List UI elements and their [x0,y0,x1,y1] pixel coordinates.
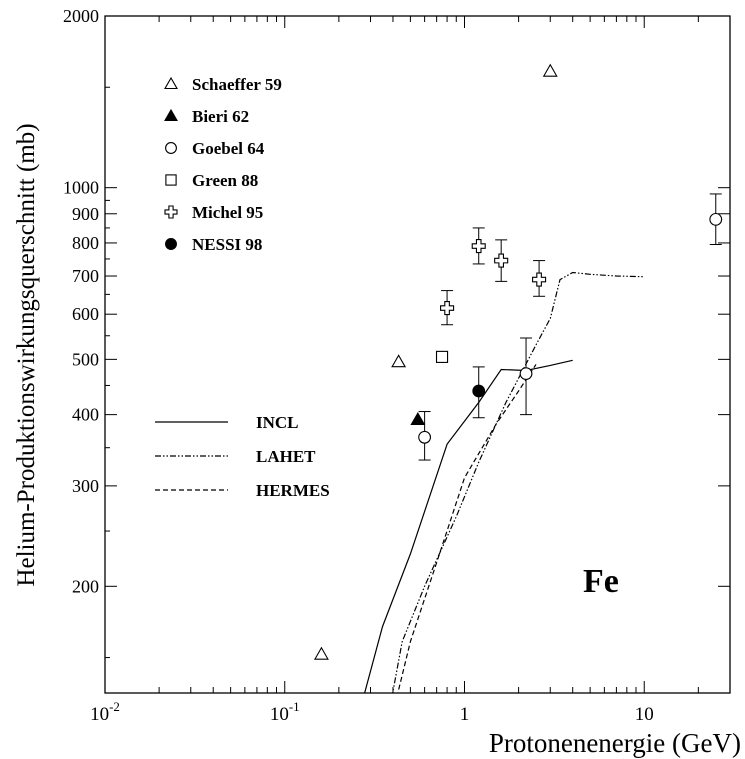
legend-label: Schaeffer 59 [192,75,282,94]
legend-marker-circle-filled [166,239,177,250]
point-circle-open [520,368,532,380]
point-triangle-open [392,355,405,366]
point-cross-open [441,302,454,315]
curve-incl [359,360,572,713]
x-tick-label: 10 [635,704,654,725]
legend-label: Green 88 [192,171,258,190]
curve-hermes [393,364,536,712]
legend-marker-triangle-filled [165,110,177,121]
y-tick-label: 400 [72,405,99,425]
y-tick-label: 800 [72,233,99,253]
point-square-open [437,351,448,362]
legend: Schaeffer 59 Bieri 62 Goebel 64 Green 88 Mic… [155,75,330,500]
point-triangle-open [544,65,557,76]
legend-label: Michel 95 [192,203,263,222]
legend-marker-triangle-open [165,78,177,89]
y-tick-label: 600 [72,304,99,324]
point-circle-open [419,431,431,443]
point-triangle-filled [411,413,424,424]
legend-label: NESSI 98 [192,235,262,254]
y-tick-label: 300 [72,476,99,496]
x-axis-label: Protonenenergie (GeV) [489,728,741,758]
x-tick-label: 10-1 [270,699,300,725]
y-tick-label: 2000 [63,6,99,26]
model-curves [359,273,644,713]
legend-marker-circle-open [166,143,177,154]
fe-annotation: Fe [583,563,619,600]
x-tick-label: 10-2 [90,699,120,725]
curve-lahet [389,273,644,713]
legend-marker-cross-open [165,206,177,218]
y-tick-label: 200 [72,576,99,596]
y-axis-label: Helium-Produktionswirkungsquerschnitt (m… [13,123,40,586]
legend-label: Goebel 64 [192,139,265,158]
y-tick-label: 700 [72,266,99,286]
y-tick-label: 900 [72,204,99,224]
y-tick-label: 1000 [63,178,99,198]
legend-label: LAHET [256,447,316,466]
legend-marker-square-open [166,175,176,185]
point-cross-open [533,273,546,286]
point-circle-open [710,213,722,225]
point-cross-open [472,240,485,253]
legend-label: INCL [256,413,299,432]
legend-label: HERMES [256,481,330,500]
legend-label: Bieri 62 [192,107,249,126]
y-tick-label: 500 [72,349,99,369]
data-points [315,65,722,659]
point-circle-filled [473,385,485,397]
x-tick-label: 1 [460,704,470,725]
point-cross-open [495,254,508,267]
point-triangle-open [315,648,328,659]
